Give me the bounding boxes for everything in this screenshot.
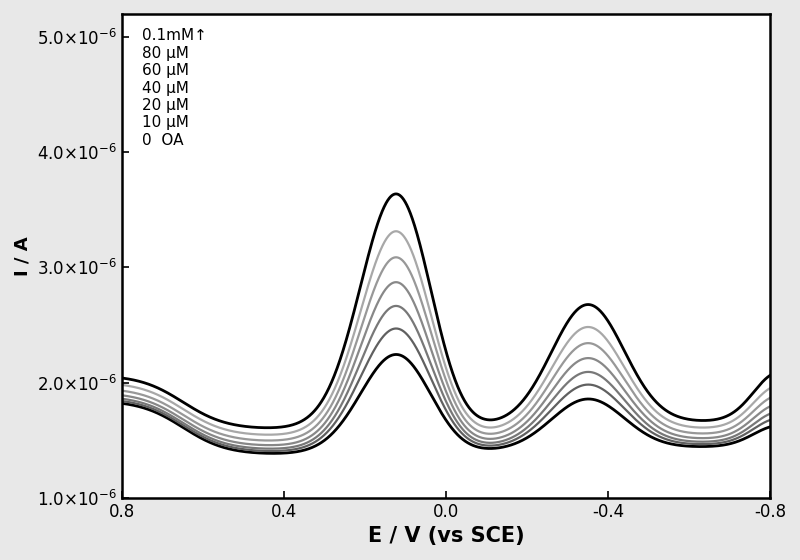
Text: 0.1mM↑
80 μM
60 μM
40 μM
20 μM
10 μM
0  OA: 0.1mM↑ 80 μM 60 μM 40 μM 20 μM 10 μM 0 O… — [142, 29, 206, 148]
Y-axis label: I / A: I / A — [14, 236, 32, 276]
X-axis label: E / V (vs SCE): E / V (vs SCE) — [368, 526, 525, 546]
